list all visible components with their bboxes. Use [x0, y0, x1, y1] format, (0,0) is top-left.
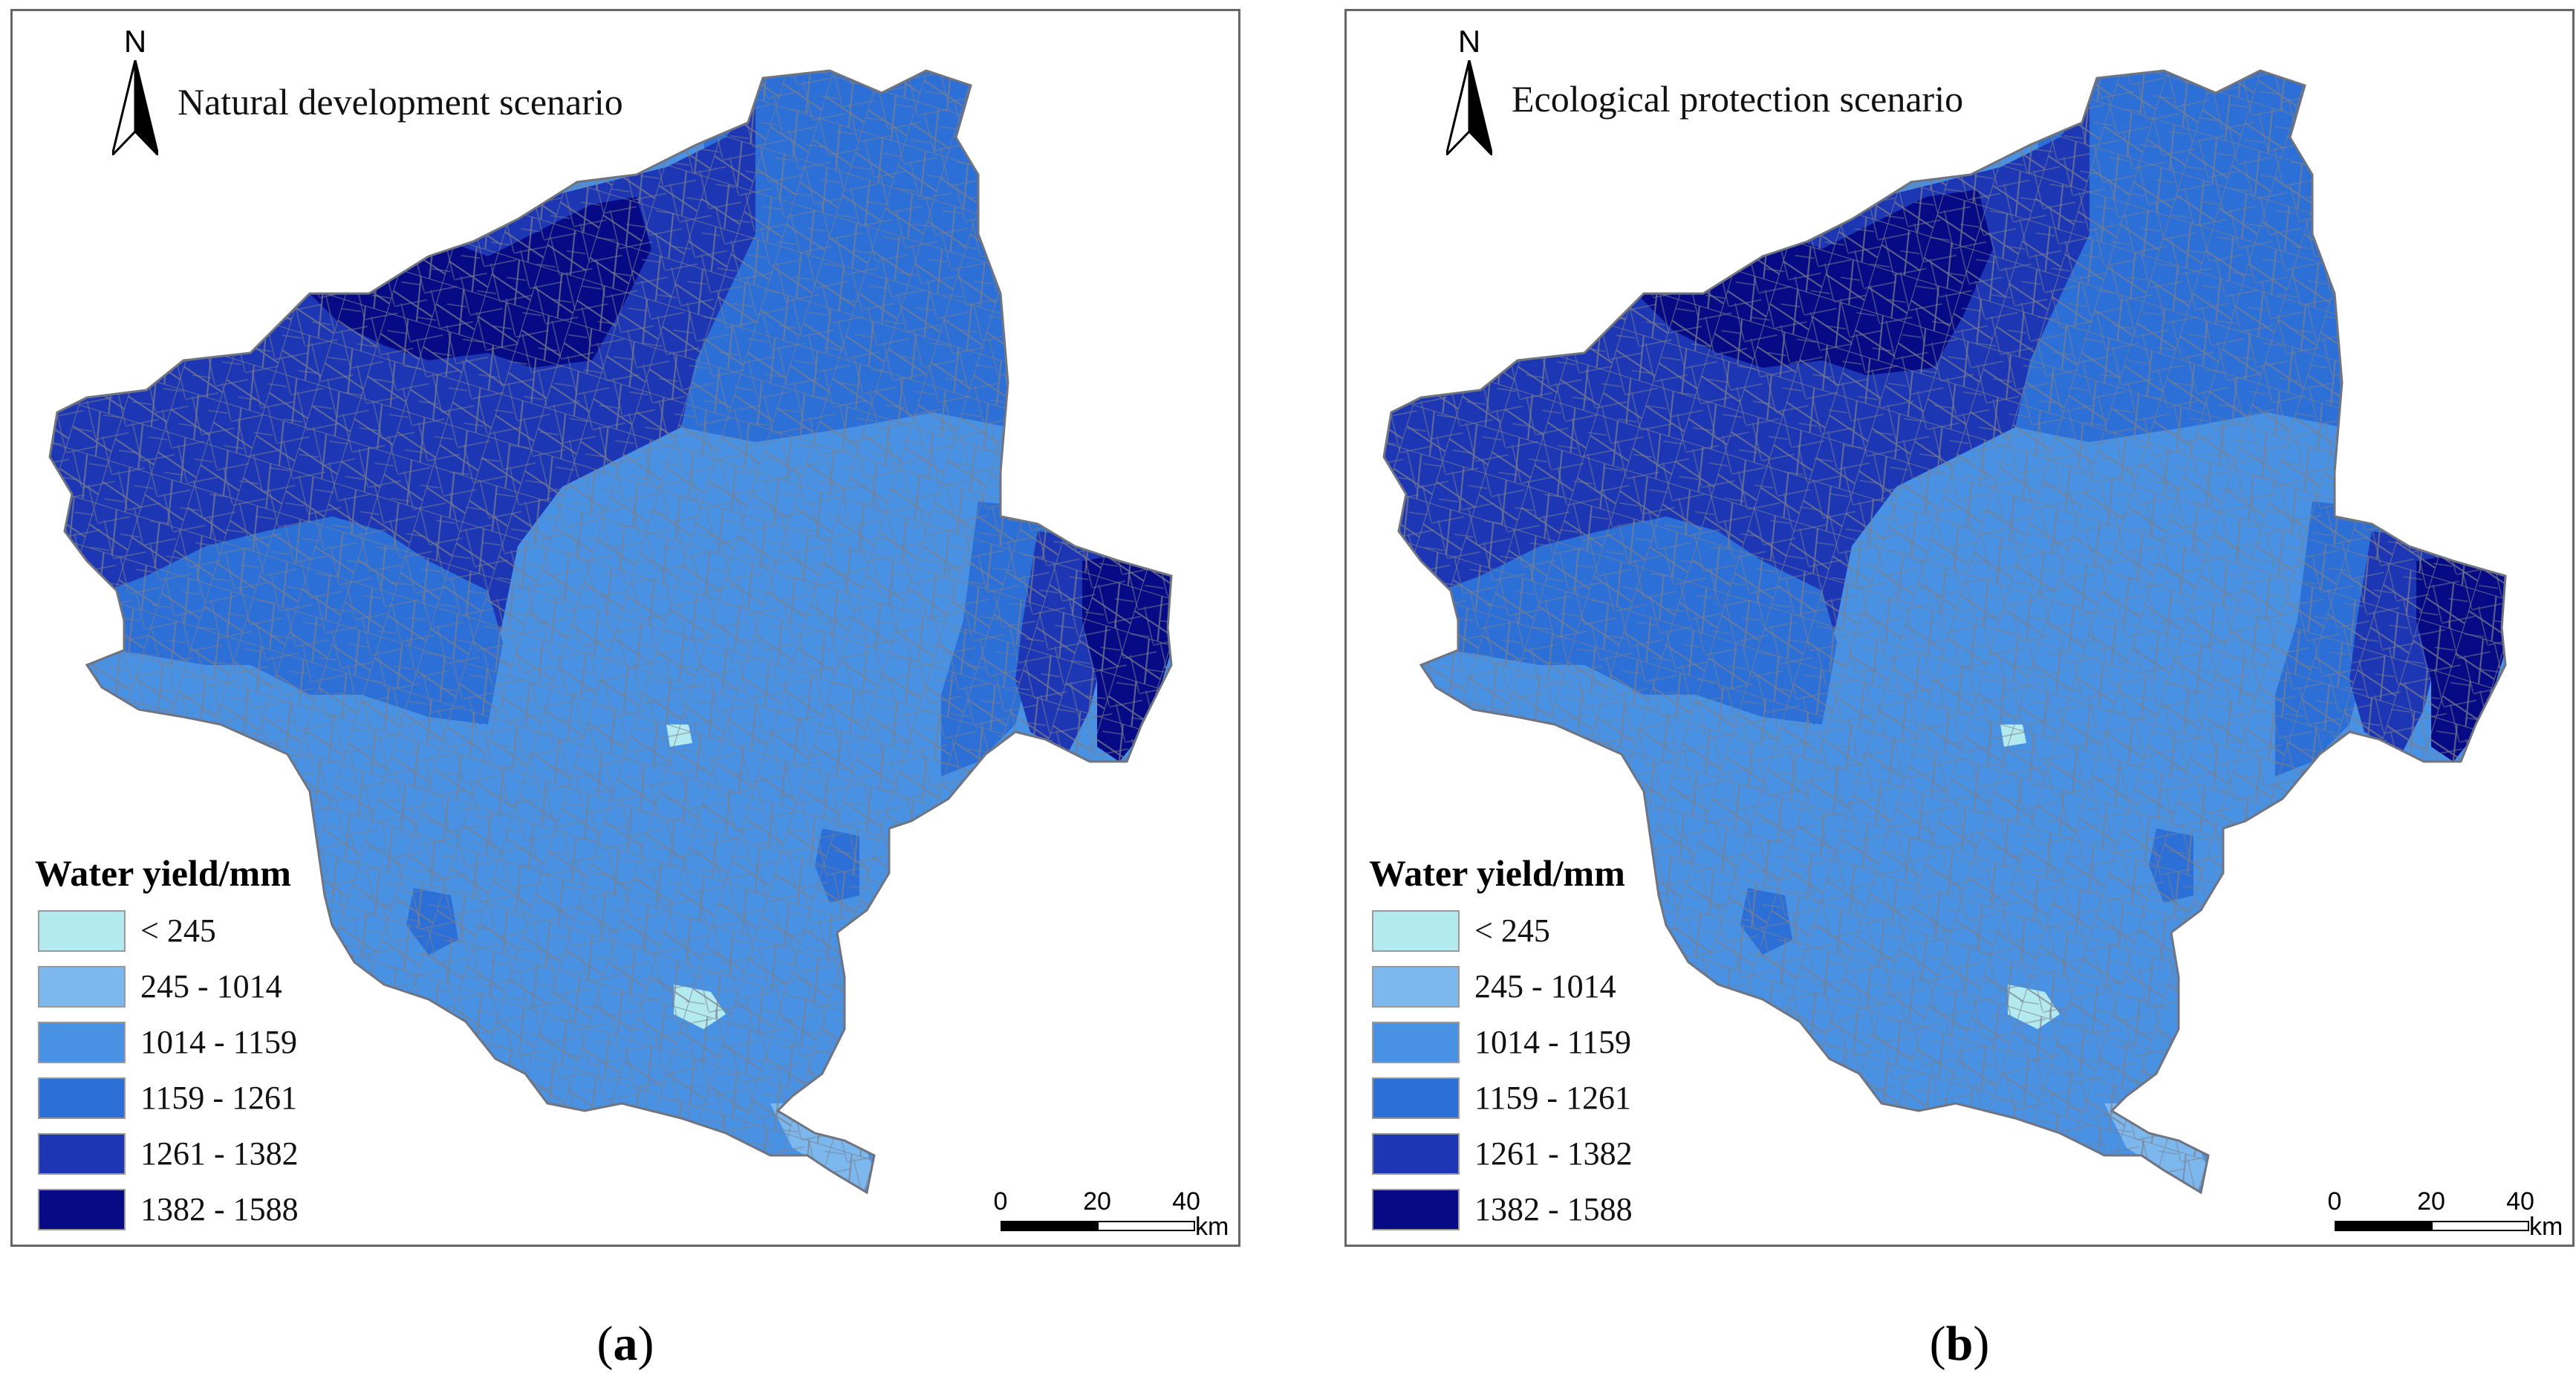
legend-label: 1159 - 1261	[1474, 1079, 1632, 1116]
scale-tick: 40	[2506, 1187, 2534, 1216]
legend-title: Water yield/mm	[1369, 852, 1625, 894]
legend-label: 1014 - 1159	[140, 1023, 298, 1060]
caption-open: (	[596, 1317, 614, 1371]
legend: Water yield/mm < 245 245 - 1014 1014 - 1…	[35, 851, 377, 1237]
legend-swatch	[38, 909, 126, 952]
legend-label: < 245	[140, 912, 216, 949]
scale-bar: 0 20 40 km	[2305, 1187, 2572, 1245]
legend-item: 1261 - 1382	[1369, 1126, 1711, 1181]
water-yield-map-a	[48, 69, 1173, 1194]
legend-label: 245 - 1014	[140, 967, 282, 1005]
scale-bar-black-segment	[2336, 1222, 2433, 1230]
scale-tick: 20	[1083, 1187, 1111, 1216]
north-arrow: N	[102, 25, 169, 158]
caption-b: (b)	[1885, 1315, 2034, 1373]
legend-item: 1159 - 1261	[35, 1070, 377, 1126]
legend-swatch	[1372, 1021, 1460, 1063]
caption-a: (a)	[551, 1315, 700, 1373]
legend-title: Water yield/mm	[35, 852, 291, 894]
legend-item: 1261 - 1382	[35, 1126, 377, 1181]
legend-swatch	[1372, 1077, 1460, 1119]
legend-item: 1382 - 1588	[35, 1181, 377, 1237]
legend-item: 1159 - 1261	[1369, 1070, 1711, 1126]
north-letter: N	[123, 24, 147, 59]
legend-label: 1014 - 1159	[1474, 1023, 1632, 1060]
legend-swatch	[1372, 965, 1460, 1008]
north-arrow-icon	[1446, 60, 1492, 155]
legend-label: 1261 - 1382	[1474, 1135, 1633, 1172]
map-panel-a: N Natural development scenario Water yie…	[10, 9, 1240, 1247]
scale-tick: 40	[1172, 1187, 1200, 1216]
scale-tick: 0	[2327, 1187, 2342, 1216]
legend-label: < 245	[1474, 912, 1550, 949]
legend-label: 245 - 1014	[1474, 967, 1616, 1005]
legend-swatch	[1372, 909, 1460, 952]
scale-bar-graphic	[2335, 1221, 2529, 1231]
caption-letter: b	[1945, 1317, 1974, 1371]
legend-swatch	[38, 1132, 126, 1175]
legend-item: < 245	[35, 903, 377, 959]
scale-bar: 0 20 40 km	[971, 1187, 1238, 1245]
legend: Water yield/mm < 245 245 - 1014 1014 - 1…	[1369, 851, 1711, 1237]
legend-swatch	[1372, 1188, 1460, 1230]
north-arrow-icon	[112, 60, 158, 155]
legend-label: 1382 - 1588	[140, 1190, 299, 1227]
legend-swatch	[38, 965, 126, 1008]
legend-label: 1382 - 1588	[1474, 1190, 1633, 1227]
scale-tick: 0	[993, 1187, 1008, 1216]
legend-label: 1159 - 1261	[140, 1079, 298, 1116]
legend-swatch	[38, 1188, 126, 1230]
map-panel-b: N Ecological protection scenario Water y…	[1344, 9, 2575, 1247]
legend-item: 1014 - 1159	[1369, 1014, 1711, 1070]
north-letter: N	[1457, 24, 1481, 59]
legend-swatch	[38, 1077, 126, 1119]
caption-close: )	[1973, 1317, 1990, 1371]
scenario-title: Ecological protection scenario	[1512, 78, 1964, 120]
legend-item: 1014 - 1159	[35, 1014, 377, 1070]
caption-close: )	[637, 1317, 654, 1371]
caption-open: (	[1929, 1317, 1946, 1371]
scale-tick: 20	[2417, 1187, 2445, 1216]
scale-bar-graphic	[1001, 1221, 1195, 1231]
north-arrow: N	[1436, 25, 1503, 158]
legend-item: 245 - 1014	[35, 959, 377, 1014]
scale-unit: km	[1195, 1213, 1229, 1241]
caption-letter: a	[613, 1317, 638, 1371]
legend-item: 245 - 1014	[1369, 959, 1711, 1014]
legend-item: 1382 - 1588	[1369, 1181, 1711, 1237]
legend-swatch	[38, 1021, 126, 1063]
legend-label: 1261 - 1382	[140, 1135, 299, 1172]
legend-swatch	[1372, 1132, 1460, 1175]
scale-unit: km	[2529, 1213, 2563, 1241]
scale-bar-black-segment	[1002, 1222, 1099, 1230]
legend-item: < 245	[1369, 903, 1711, 959]
water-yield-map-b	[1382, 69, 2507, 1194]
scenario-title: Natural development scenario	[178, 81, 623, 123]
